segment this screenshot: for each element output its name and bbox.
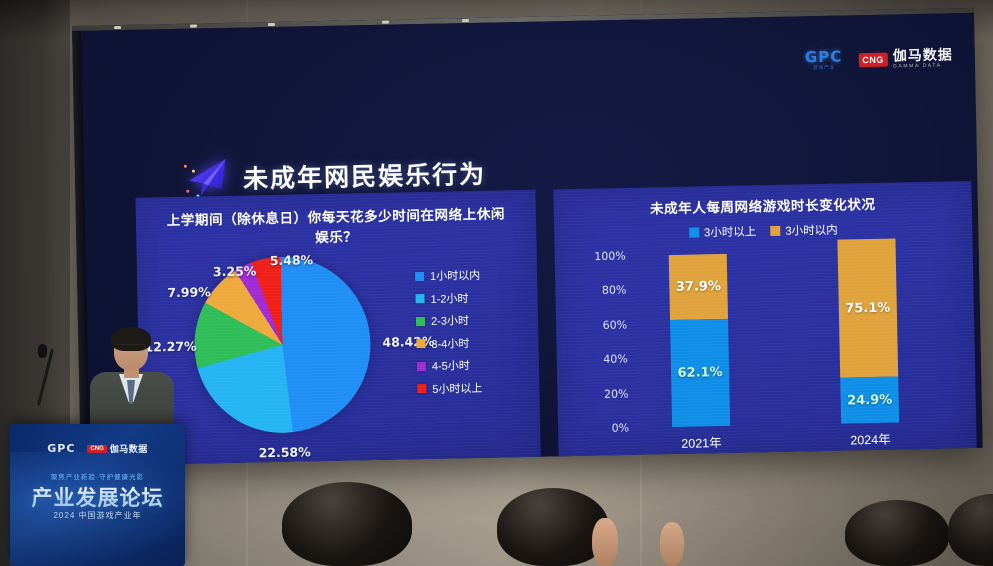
podium-cng-logo: CNG 伽马数据 (87, 442, 147, 455)
pie-label-3-4小时: 7.99% (167, 284, 211, 301)
audience-head (282, 482, 412, 566)
podium: GPC CNG 伽马数据 聚焦产业新趋·守护健康光影 产业发展论坛 2024 中… (10, 424, 185, 566)
podium-cng-cn: 伽马数据 (109, 444, 148, 454)
podium-gpc-logo: GPC (47, 442, 76, 455)
gpc-logo: GPC 游戏产业 (804, 47, 843, 72)
legend-item-1-2小时[interactable]: 1-2小时 (415, 289, 480, 306)
legend-swatch-icon (416, 361, 426, 371)
x-axis-label-2024: 2024年 (850, 432, 891, 448)
led-presentation-screen: GPC 游戏产业 CNG 伽马数据 GAMMA DATA (72, 7, 983, 466)
legend-label: 5小时以上 (432, 382, 483, 396)
legend-swatch-icon (770, 225, 781, 237)
pie-label-4-5小时: 3.25% (212, 263, 257, 280)
page-title: 未成年网民娱乐行为 (242, 160, 487, 194)
bar-2021[interactable]: 37.9% 62.1% (668, 253, 731, 428)
left-chart-title: 上学期间（除休息日）你每天花多少时间在网络上休闲娱乐？ (166, 206, 506, 246)
y-axis-tick: 20% (603, 387, 629, 401)
bar-legend: 3小时以上 3小时以内 (554, 219, 972, 243)
left-chart-panel: 上学期间（除休息日）你每天花多少时间在网络上休闲娱乐？ 48.42% 22.58… (135, 189, 541, 466)
legend-item-3-4小时[interactable]: 3-4小时 (416, 334, 481, 351)
y-axis-tick: 40% (603, 352, 628, 367)
bar-2024[interactable]: 75.1% 24.9% (837, 238, 900, 424)
audience-hand (592, 518, 618, 566)
audience-head (497, 488, 609, 566)
podium-logos: GPC CNG 伽马数据 (10, 442, 185, 455)
legend-swatch-icon (417, 383, 427, 394)
bar-plot-area: 100% 80% 60% 40% 20% 0% 37.9% 62.1% (594, 238, 952, 451)
slide-title-block: 未成年网民娱乐行为 (183, 151, 487, 201)
legend-item-4-5小时[interactable]: 4-5小时 (416, 357, 482, 374)
bar-segment-label: 62.1% (677, 365, 723, 381)
bar-segment-3小时以上: 62.1% (670, 319, 731, 428)
x-axis-label-2021: 2021年 (681, 436, 722, 451)
right-chart-title: 未成年人每周网络游戏时长变化状况 (649, 196, 876, 217)
cng-logo-cn: 伽马数据 (892, 46, 953, 64)
legend-item-3小时以上[interactable]: 3小时以上 (688, 223, 757, 240)
podium-main-title: 产业发展论坛 (10, 482, 185, 512)
legend-label: 1小时以内 (429, 269, 481, 283)
right-chart-panel: 未成年人每周网络游戏时长变化状况 3小时以上 3小时以内 100% 80% 60… (553, 180, 977, 460)
gpc-logo-sub: 游戏产业 (812, 64, 835, 72)
pie-chart (192, 255, 373, 435)
microphone-icon (24, 344, 76, 408)
y-axis-tick: 100% (594, 249, 626, 264)
bar-segment-label: 75.1% (845, 300, 891, 317)
pie-label-1-2小时: 22.58% (258, 444, 311, 461)
slide-brand-logos: GPC 游戏产业 CNG 伽马数据 GAMMA DATA (804, 46, 953, 72)
legend-swatch-icon (415, 316, 426, 326)
audience-hand (660, 522, 684, 566)
paper-plane-icon (183, 156, 232, 201)
legend-swatch-icon (416, 338, 426, 349)
bar-segment-3小时以内: 37.9% (668, 253, 729, 321)
legend-item-3小时以内[interactable]: 3小时以内 (770, 222, 838, 239)
legend-label: 1-2小时 (430, 292, 469, 306)
legend-swatch-icon (414, 271, 425, 281)
podium-year-text: 2024 中国游戏产业年 (53, 511, 142, 520)
y-axis-tick: 60% (602, 318, 628, 332)
legend-item-5小时以上[interactable]: 5小时以上 (417, 379, 483, 396)
legend-item-2-3小时[interactable]: 2-3小时 (415, 312, 481, 329)
legend-label: 4-5小时 (431, 360, 470, 373)
pie-legend: 1小时以内 1-2小时 2-3小时 3-4小时 (414, 267, 483, 397)
gpc-logo-main: GPC (804, 47, 843, 67)
cng-logo: CNG 伽马数据 GAMMA DATA (858, 46, 953, 70)
podium-slogan: 聚焦产业新趋·守护健康光影 (50, 474, 145, 481)
legend-label: 2-3小时 (430, 315, 470, 328)
y-axis-tick: 80% (601, 283, 627, 298)
bar-segment-3小时以内: 75.1% (837, 238, 899, 378)
cng-logo-badge: CNG (858, 52, 888, 67)
bar-segment-3小时以上: 24.9% (840, 376, 900, 424)
podium-cng-badge: CNG (87, 444, 107, 453)
bar-segment-label: 37.9% (675, 279, 722, 296)
pie-label-5小时以上: 5.48% (269, 252, 314, 269)
legend-label: 3小时以上 (703, 226, 757, 240)
slide-canvas: GPC 游戏产业 CNG 伽马数据 GAMMA DATA (72, 12, 983, 466)
audience-head (845, 500, 949, 566)
legend-label: 3-4小时 (431, 337, 470, 351)
legend-swatch-icon (688, 227, 699, 238)
legend-label: 3小时以内 (785, 224, 838, 238)
bar-segment-label: 24.9% (846, 392, 893, 409)
legend-swatch-icon (415, 293, 425, 304)
y-axis-tick: 0% (611, 421, 630, 435)
legend-item-1小时以内[interactable]: 1小时以内 (414, 267, 481, 284)
cng-logo-en: GAMMA DATA (892, 62, 942, 70)
